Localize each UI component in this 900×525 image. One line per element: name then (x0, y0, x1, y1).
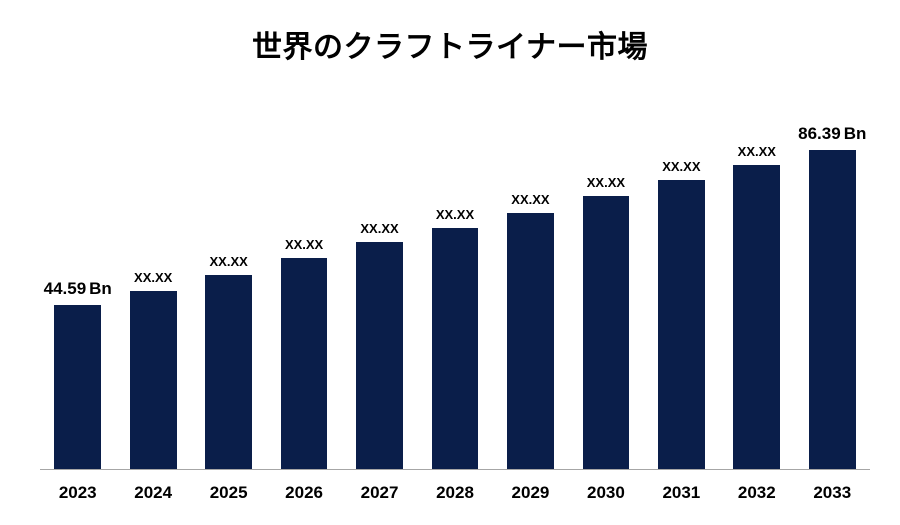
bar (356, 242, 403, 470)
bar-slot: XX.XX (417, 100, 492, 470)
chart-title: 世界のクラフトライナー市場 (0, 0, 900, 66)
bar-value-unit: Bn (89, 279, 112, 298)
bar-value-text: 44.59 (44, 279, 87, 298)
bar-value-text: 86.39 (798, 124, 841, 143)
bar-slot: XX.XX (342, 100, 417, 470)
bar (432, 228, 479, 470)
bar-slot: XX.XX (115, 100, 190, 470)
chart-container: 世界のクラフトライナー市場 44.59BnXX.XXXX.XXXX.XXXX.X… (0, 0, 900, 525)
bar-value-unit: Bn (844, 124, 867, 143)
bar-value-label: 86.39Bn (798, 124, 866, 144)
bar (809, 150, 856, 470)
bar-slot: XX.XX (493, 100, 568, 470)
bar-slot: XX.XX (644, 100, 719, 470)
bar (733, 165, 780, 470)
x-axis-label: 2031 (644, 483, 719, 503)
x-axis-label: 2030 (568, 483, 643, 503)
bar-value-label: XX.XX (209, 254, 247, 269)
bar-value-label: XX.XX (436, 207, 474, 222)
bar-slot: 86.39Bn (795, 100, 870, 470)
x-axis-label: 2025 (191, 483, 266, 503)
bar-value-label: 44.59Bn (44, 279, 112, 299)
bar (281, 258, 328, 470)
x-axis-label: 2028 (417, 483, 492, 503)
bar (205, 275, 252, 470)
bar-value-text: XX.XX (511, 192, 549, 207)
bar (130, 291, 177, 470)
bar-value-text: XX.XX (436, 207, 474, 222)
bar-value-label: XX.XX (587, 175, 625, 190)
x-axis-label: 2029 (493, 483, 568, 503)
x-axis-label: 2032 (719, 483, 794, 503)
bar-value-text: XX.XX (662, 159, 700, 174)
x-axis-label: 2024 (115, 483, 190, 503)
bar-value-text: XX.XX (134, 270, 172, 285)
bar-value-text: XX.XX (360, 221, 398, 236)
bar-slot: XX.XX (568, 100, 643, 470)
bar-slot: XX.XX (191, 100, 266, 470)
bar-value-text: XX.XX (285, 237, 323, 252)
x-axis-label: 2023 (40, 483, 115, 503)
bar-value-label: XX.XX (134, 270, 172, 285)
x-axis-line (40, 469, 870, 470)
bars-group: 44.59BnXX.XXXX.XXXX.XXXX.XXXX.XXXX.XXXX.… (40, 100, 870, 470)
x-axis-label: 2027 (342, 483, 417, 503)
bar-slot: 44.59Bn (40, 100, 115, 470)
bar-value-label: XX.XX (511, 192, 549, 207)
bar (583, 196, 630, 470)
bar (658, 180, 705, 470)
bar-value-text: XX.XX (738, 144, 776, 159)
bar-slot: XX.XX (719, 100, 794, 470)
bar (507, 213, 554, 470)
bar-value-label: XX.XX (285, 237, 323, 252)
bar-value-label: XX.XX (662, 159, 700, 174)
x-axis-label: 2033 (795, 483, 870, 503)
bar-value-text: XX.XX (587, 175, 625, 190)
bar-value-text: XX.XX (209, 254, 247, 269)
bar-value-label: XX.XX (738, 144, 776, 159)
bar-value-label: XX.XX (360, 221, 398, 236)
bar-slot: XX.XX (266, 100, 341, 470)
x-axis-labels: 2023202420252026202720282029203020312032… (40, 483, 870, 503)
bar (54, 305, 101, 470)
plot-area: 44.59BnXX.XXXX.XXXX.XXXX.XXXX.XXXX.XXXX.… (40, 100, 870, 470)
x-axis-label: 2026 (266, 483, 341, 503)
